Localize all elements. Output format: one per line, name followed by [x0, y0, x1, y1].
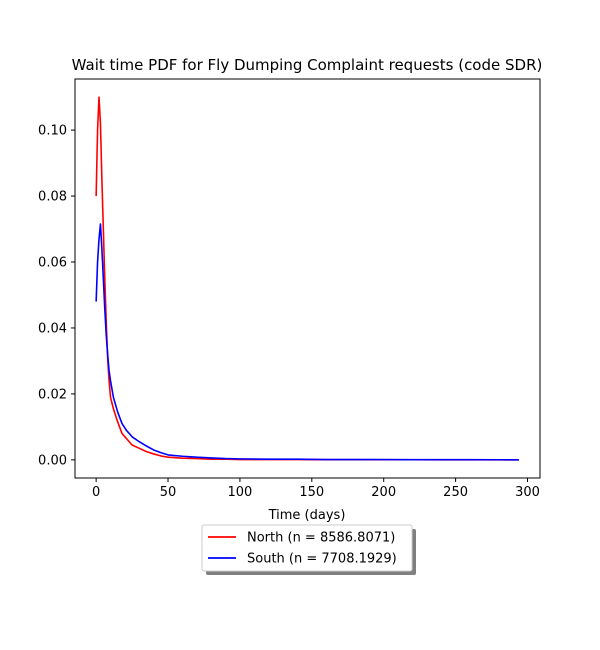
x-axis: 0 50 100 150 200 250 300: [92, 478, 540, 500]
x-tick-label: 250: [443, 485, 468, 500]
series-line-north: [95, 96, 519, 461]
x-tick-label: 50: [160, 485, 177, 500]
legend-label: North (n = 8586.8071): [247, 531, 395, 546]
series-line-south: [95, 223, 519, 461]
y-tick-label: 0.02: [38, 387, 67, 402]
legend: North (n = 8586.8071) South (n = 7708.192…: [201, 524, 416, 575]
x-tick-label: 150: [299, 485, 324, 500]
y-tick-label: 0.04: [38, 321, 67, 336]
y-tick-label: 0.06: [38, 256, 67, 271]
x-tick-label: 100: [228, 485, 253, 500]
legend-label: South (n = 7708.1929): [247, 552, 397, 567]
x-axis-label: Time (days): [268, 508, 346, 523]
y-tick-label: 0.10: [38, 124, 67, 139]
legend-box: [201, 524, 413, 572]
x-tick-label: 0: [92, 485, 100, 500]
x-tick-label: 300: [515, 485, 540, 500]
y-tick-label: 0.08: [38, 190, 67, 205]
series-layer: [95, 96, 519, 461]
x-tick-label: 200: [371, 485, 396, 500]
y-tick-label: 0.00: [38, 453, 67, 468]
y-axis: 0.00 0.02 0.04 0.06 0.08 0.10: [38, 124, 75, 468]
plot-area-frame: [74, 78, 541, 479]
chart-title: Wait time PDF for Fly Dumping Complaint …: [72, 56, 543, 74]
